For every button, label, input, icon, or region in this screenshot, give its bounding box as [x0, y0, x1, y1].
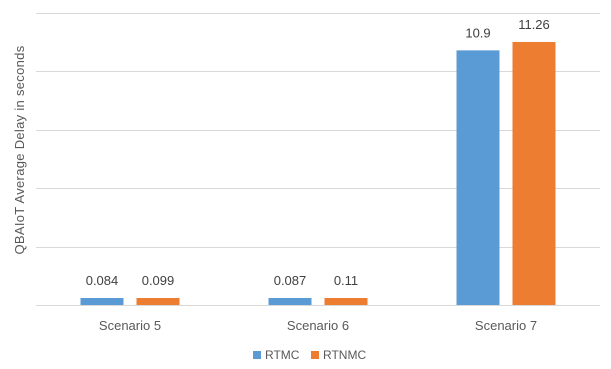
bar-rtmc-3 — [456, 50, 500, 305]
data-label-rtnmc-1: 0.099 — [142, 273, 175, 288]
data-labels: 0.084 0.099 0.087 0.11 10.9 11.26 — [86, 17, 550, 288]
bar-rtnmc-1 — [136, 298, 180, 305]
legend-label-rtmc: RTMC — [265, 348, 300, 362]
y-axis-title: QBAIoT Average Delay in seconds — [12, 45, 27, 254]
legend-swatch-rtmc — [253, 351, 261, 359]
x-tick-label: Scenario 5 — [99, 318, 161, 333]
bar-rtmc-2 — [268, 298, 312, 305]
data-label-rtmc-3: 10.9 — [465, 25, 490, 40]
data-label-rtnmc-3: 11.26 — [518, 17, 550, 32]
bar-rtnmc-2 — [324, 298, 368, 305]
data-label-rtnmc-2: 0.11 — [334, 273, 358, 288]
legend-label-rtnmc: RTNMC — [323, 348, 366, 362]
gridlines — [36, 13, 600, 306]
x-tick-label: Scenario 6 — [287, 318, 349, 333]
data-label-rtmc-1: 0.084 — [86, 273, 119, 288]
legend-swatch-rtnmc — [311, 351, 319, 359]
bar-rtmc-1 — [80, 298, 124, 305]
x-tick-labels: Scenario 5 Scenario 6 Scenario 7 — [99, 318, 537, 333]
legend: RTMC RTNMC — [253, 348, 366, 362]
x-tick-label: Scenario 7 — [475, 318, 537, 333]
bar-rtnmc-3 — [512, 41, 556, 305]
data-label-rtmc-2: 0.087 — [274, 273, 307, 288]
bars — [80, 41, 556, 305]
